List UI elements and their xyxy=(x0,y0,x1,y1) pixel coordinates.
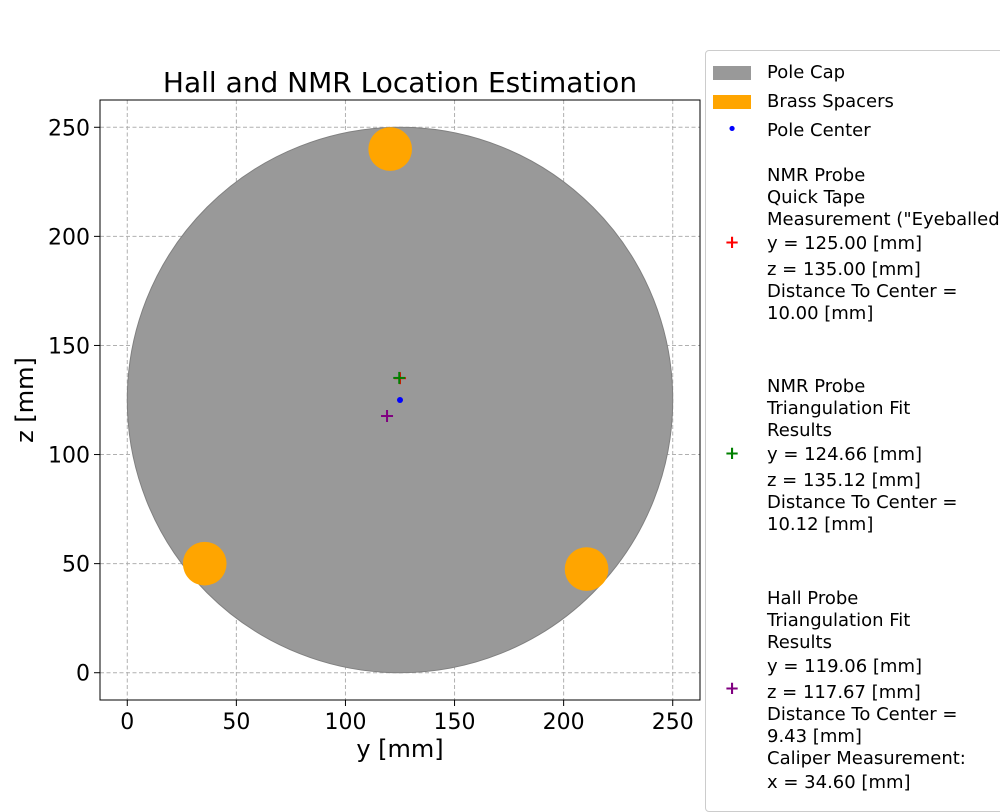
legend: Pole Cap Brass Spacers • Pole Center + N… xyxy=(705,50,1000,812)
x-tick-label: 100 xyxy=(324,710,366,735)
chart-title: Hall and NMR Location Estimation xyxy=(163,66,637,99)
legend-label-hall-fit: Hall Probe Triangulation Fit Results y =… xyxy=(767,588,966,793)
y-tick-label: 50 xyxy=(62,553,90,578)
legend-label-nmr-quick: NMR Probe Quick Tape Measurement ("Eyeba… xyxy=(767,165,1000,324)
x-tick-label: 150 xyxy=(434,710,476,735)
pole-cap-swatch xyxy=(713,66,751,80)
brass-spacers-swatch xyxy=(713,95,751,109)
legend-label-pole-center: Pole Center xyxy=(767,120,871,141)
x-axis-label: y [mm] xyxy=(356,735,443,763)
y-tick-label: 200 xyxy=(48,225,90,250)
pole-center-point xyxy=(397,397,403,403)
y-tick-label: 150 xyxy=(48,334,90,359)
green-plus-icon: + xyxy=(724,443,740,464)
y-tick-label: 0 xyxy=(76,662,90,687)
x-tick-label: 0 xyxy=(120,710,134,735)
x-tick-label: 200 xyxy=(543,710,585,735)
axis-ticks: 0 50 100 150 200 250 0 50 100 150 200 250 xyxy=(48,116,694,735)
axes-frame xyxy=(99,99,701,701)
legend-label-pole-cap: Pole Cap xyxy=(767,62,846,83)
probe-marker xyxy=(393,371,406,384)
red-plus-icon: + xyxy=(724,232,740,253)
y-axis-label: z [mm] xyxy=(11,357,39,443)
y-tick-label: 250 xyxy=(48,116,90,141)
y-tick-label: 100 xyxy=(48,444,90,469)
legend-label-brass-spacers: Brass Spacers xyxy=(767,91,894,112)
probe-marker xyxy=(381,409,394,422)
brass-spacer xyxy=(182,541,227,586)
plot-area xyxy=(126,126,674,674)
x-tick-label: 50 xyxy=(222,710,250,735)
purple-plus-icon: + xyxy=(724,678,740,699)
legend-label-nmr-fit: NMR Probe Triangulation Fit Results y = … xyxy=(767,376,958,535)
blue-dot-icon: • xyxy=(726,119,738,140)
x-tick-label: 250 xyxy=(652,710,694,735)
brass-spacer xyxy=(368,127,412,171)
brass-spacer xyxy=(564,547,609,591)
